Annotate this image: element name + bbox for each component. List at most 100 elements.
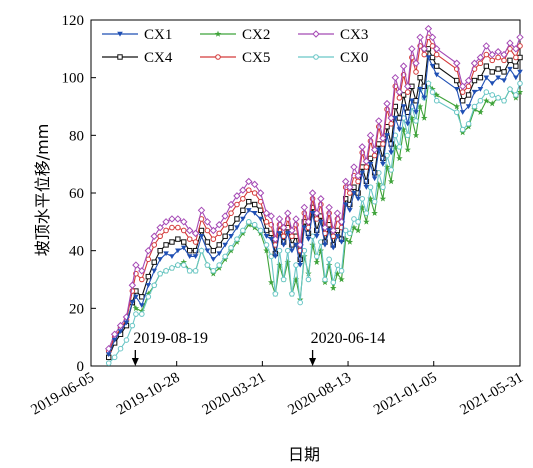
data-point <box>421 51 428 58</box>
data-point <box>215 221 223 229</box>
data-point <box>489 69 495 75</box>
data-point <box>417 87 423 92</box>
data-point <box>133 294 139 300</box>
annotation-1: 2019-08-19 <box>131 330 208 366</box>
data-point <box>513 92 519 98</box>
data-point <box>413 118 419 124</box>
data-point <box>347 190 353 196</box>
data-point <box>263 242 270 248</box>
data-point <box>432 45 441 53</box>
data-point <box>387 114 395 122</box>
data-point <box>391 73 400 82</box>
data-point <box>216 262 223 268</box>
data-point <box>210 247 217 254</box>
annotation-arrow-head <box>131 358 139 366</box>
data-point <box>301 225 308 231</box>
data-point <box>483 89 490 95</box>
data-point <box>216 242 222 248</box>
data-point <box>433 72 440 78</box>
data-point <box>416 103 424 110</box>
data-point <box>180 262 187 268</box>
y-tick-label: 60 <box>69 186 84 202</box>
data-point <box>342 202 349 208</box>
data-point <box>399 62 408 70</box>
data-point <box>429 54 436 61</box>
data-point <box>132 261 140 269</box>
data-point <box>151 242 158 248</box>
data-point <box>216 251 223 257</box>
data-point <box>412 59 420 67</box>
data-point <box>168 215 176 223</box>
data-point <box>384 133 390 138</box>
data-point <box>341 177 350 186</box>
legend-item-cx5: CX5 <box>200 50 270 66</box>
data-point <box>292 215 300 223</box>
data-point <box>429 63 436 69</box>
data-point <box>145 290 152 297</box>
data-point <box>500 50 508 59</box>
data-point <box>464 76 473 85</box>
data-point <box>305 270 312 277</box>
data-point <box>145 294 152 300</box>
data-point <box>157 247 163 254</box>
data-point <box>111 337 118 343</box>
data-point <box>210 236 217 242</box>
data-point <box>245 219 252 225</box>
data-point <box>416 33 424 42</box>
data-point <box>169 254 175 260</box>
data-point <box>367 195 374 202</box>
data-point <box>458 82 467 91</box>
data-point <box>313 216 320 222</box>
data-point <box>507 86 513 92</box>
data-point <box>421 95 428 101</box>
annotation-arrow-head <box>309 358 317 366</box>
data-point <box>209 226 218 235</box>
data-point <box>330 279 337 286</box>
data-point <box>145 283 152 288</box>
data-point <box>428 33 437 42</box>
data-point <box>309 233 316 240</box>
data-point <box>133 311 139 317</box>
data-point <box>429 43 436 49</box>
data-point <box>383 163 391 170</box>
x-tick-label: 2020-08-13 <box>285 370 354 419</box>
y-tick-label: 20 <box>69 301 84 317</box>
data-point <box>180 218 188 226</box>
data-point <box>355 178 361 185</box>
data-point <box>429 89 436 95</box>
data-point <box>338 239 345 245</box>
data-point <box>355 196 361 202</box>
data-point <box>354 227 362 234</box>
data-point <box>371 198 378 205</box>
data-point <box>305 236 312 242</box>
data-point <box>513 75 519 81</box>
data-point <box>313 234 320 239</box>
data-point <box>409 98 415 104</box>
data-point <box>222 242 228 248</box>
data-point <box>275 215 284 223</box>
annotation-label: 2020-06-14 <box>311 330 386 347</box>
data-point <box>358 204 366 211</box>
data-point <box>366 131 375 140</box>
data-point <box>363 164 370 170</box>
data-point <box>326 228 332 234</box>
data-point <box>329 226 337 235</box>
y-axis-title: 坡顶水平位移/mm <box>33 124 52 257</box>
data-point <box>517 80 523 87</box>
x-tick-label: 2019-06-05 <box>28 370 97 419</box>
data-point <box>459 98 466 104</box>
data-point <box>362 157 371 165</box>
data-point <box>151 268 158 274</box>
data-point <box>180 227 187 234</box>
x-tick-label: 2021-05-31 <box>457 370 526 419</box>
data-point <box>404 89 411 95</box>
data-point <box>404 132 411 139</box>
data-point <box>346 238 354 245</box>
x-tick-label: 2019-10-28 <box>114 370 183 419</box>
data-point <box>180 245 187 251</box>
y-tick-label: 0 <box>77 359 85 375</box>
data-point <box>334 270 341 277</box>
data-point <box>395 88 404 96</box>
data-point <box>404 82 412 91</box>
data-point <box>408 114 416 121</box>
